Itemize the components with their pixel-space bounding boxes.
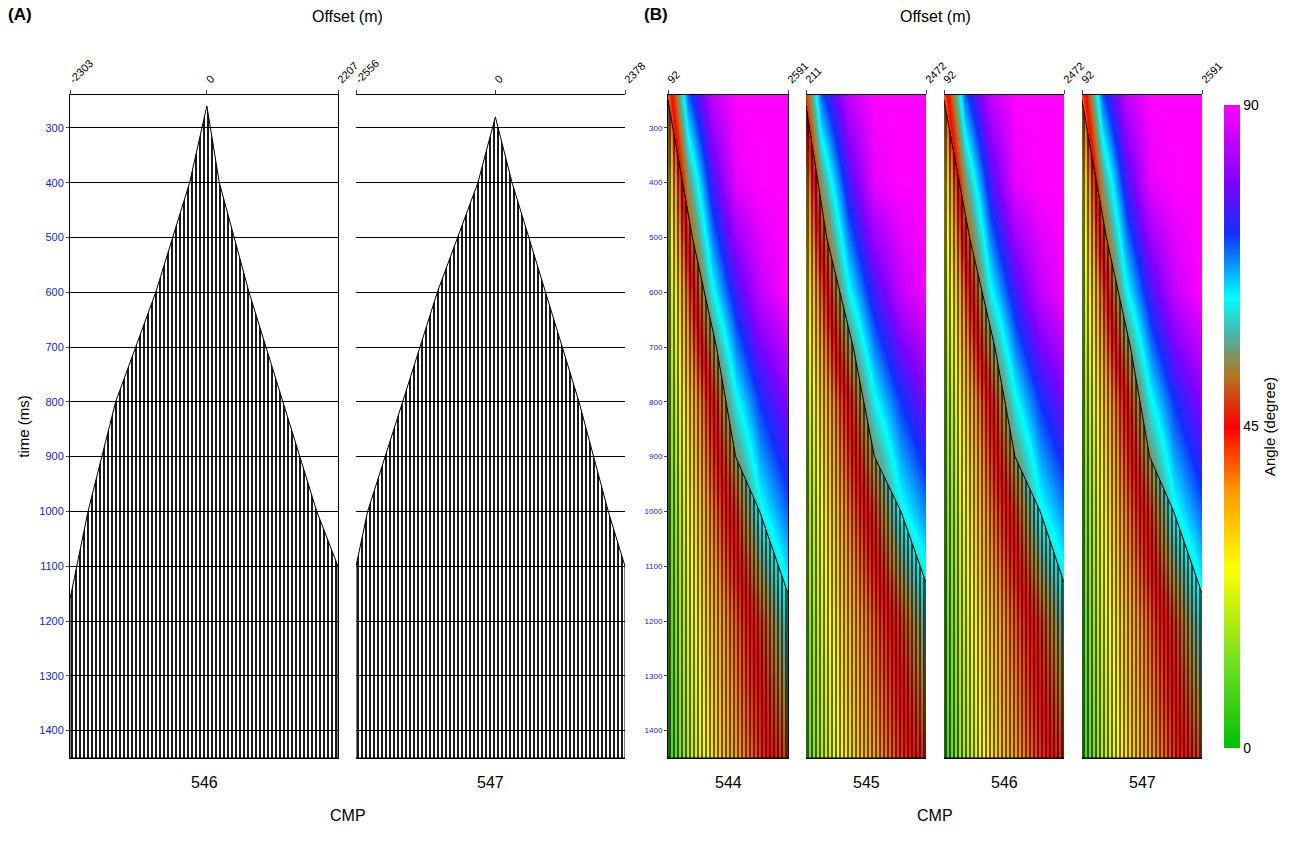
- svg-text:1200: 1200: [39, 615, 63, 627]
- svg-text:0: 0: [1243, 740, 1251, 756]
- svg-text:546: 546: [191, 774, 218, 791]
- svg-text:800: 800: [45, 396, 63, 408]
- svg-text:400: 400: [649, 178, 663, 187]
- svg-text:1300: 1300: [645, 672, 663, 681]
- svg-text:2378: 2378: [622, 60, 648, 86]
- svg-text:2591: 2591: [785, 60, 811, 86]
- svg-text:900: 900: [649, 452, 663, 461]
- svg-text:CMP: CMP: [917, 807, 953, 824]
- svg-text:800: 800: [649, 398, 663, 407]
- svg-text:900: 900: [45, 450, 63, 462]
- svg-text:2591: 2591: [1199, 60, 1225, 86]
- svg-text:1400: 1400: [645, 726, 663, 735]
- svg-text:600: 600: [649, 288, 663, 297]
- svg-text:90: 90: [1243, 97, 1259, 113]
- svg-text:700: 700: [649, 343, 663, 352]
- svg-text:time (ms): time (ms): [15, 395, 32, 458]
- svg-text:1400: 1400: [39, 724, 63, 736]
- svg-text:(A): (A): [8, 5, 32, 24]
- svg-text:0: 0: [492, 73, 505, 86]
- svg-text:92: 92: [941, 68, 958, 85]
- svg-text:211: 211: [803, 65, 824, 86]
- svg-text:Angle (degree): Angle (degree): [1261, 377, 1278, 476]
- svg-text:300: 300: [45, 122, 63, 134]
- svg-text:45: 45: [1243, 418, 1259, 434]
- svg-text:300: 300: [649, 124, 663, 133]
- svg-text:545: 545: [853, 774, 880, 791]
- svg-text:700: 700: [45, 341, 63, 353]
- svg-text:2472: 2472: [923, 60, 949, 86]
- svg-text:1100: 1100: [645, 562, 663, 571]
- svg-text:CMP: CMP: [330, 807, 366, 824]
- svg-text:1200: 1200: [645, 617, 663, 626]
- svg-text:Offset (m): Offset (m): [312, 8, 383, 25]
- svg-text:2207: 2207: [335, 60, 361, 86]
- svg-text:1300: 1300: [39, 670, 63, 682]
- svg-text:500: 500: [45, 231, 63, 243]
- svg-text:2472: 2472: [1061, 60, 1087, 86]
- svg-text:Offset (m): Offset (m): [900, 8, 971, 25]
- svg-text:(B): (B): [644, 5, 668, 24]
- svg-text:-2556: -2556: [353, 57, 381, 85]
- svg-text:92: 92: [665, 68, 682, 85]
- svg-text:500: 500: [649, 233, 663, 242]
- svg-text:1000: 1000: [39, 505, 63, 517]
- svg-text:1100: 1100: [40, 560, 64, 572]
- svg-text:546: 546: [991, 774, 1018, 791]
- svg-text:600: 600: [45, 286, 63, 298]
- svg-text:400: 400: [45, 177, 63, 189]
- svg-text:-2303: -2303: [67, 57, 95, 85]
- svg-text:1000: 1000: [645, 507, 663, 516]
- svg-text:547: 547: [1129, 774, 1156, 791]
- svg-text:547: 547: [477, 774, 504, 791]
- svg-text:544: 544: [715, 774, 742, 791]
- svg-text:92: 92: [1079, 68, 1096, 85]
- svg-text:0: 0: [204, 73, 217, 86]
